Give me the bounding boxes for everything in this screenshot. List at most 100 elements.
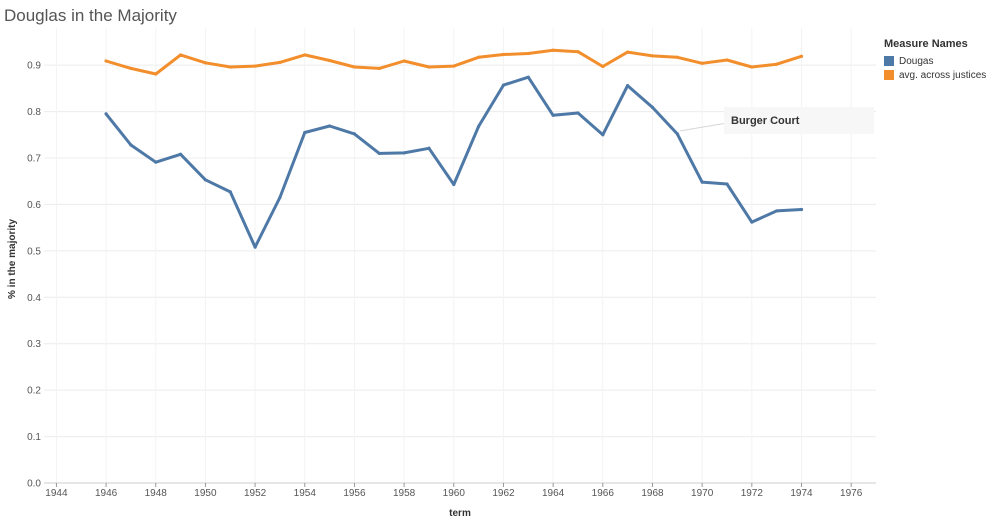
x-tick-label: 1964: [542, 488, 565, 499]
data-point-dougas[interactable]: [154, 160, 158, 164]
gridlines: [44, 28, 876, 484]
data-point-avg-across-justices[interactable]: [501, 52, 506, 57]
data-point-dougas[interactable]: [328, 124, 332, 128]
data-point-dougas[interactable]: [377, 151, 381, 155]
y-tick-label: 0.4: [27, 293, 41, 304]
x-tick-label: 1966: [592, 488, 615, 499]
data-point-avg-across-justices[interactable]: [601, 64, 605, 69]
data-point-dougas[interactable]: [402, 151, 406, 155]
x-tick-label: 1956: [343, 488, 366, 499]
data-point-dougas[interactable]: [675, 132, 679, 136]
data-point-avg-across-justices[interactable]: [725, 58, 729, 62]
chart-title: Douglas in the Majority: [4, 6, 177, 25]
x-tick-label: 1948: [145, 488, 168, 499]
data-point-avg-across-justices[interactable]: [775, 62, 779, 66]
legend-title: Measure Names: [884, 38, 968, 50]
data-point-dougas[interactable]: [601, 133, 605, 137]
annotation-leader-line: [680, 123, 725, 132]
data-point-dougas[interactable]: [551, 113, 555, 117]
data-point-dougas[interactable]: [576, 111, 580, 115]
data-point-avg-across-justices[interactable]: [427, 65, 431, 69]
data-point-avg-across-justices[interactable]: [551, 48, 555, 52]
y-tick-label: 0.6: [27, 200, 41, 211]
data-point-avg-across-justices[interactable]: [750, 65, 754, 69]
data-point-avg-across-justices[interactable]: [253, 64, 257, 68]
data-point-dougas[interactable]: [228, 190, 232, 194]
annotation-label: Burger Court: [731, 115, 800, 127]
legend-item-avg-across-justices[interactable]: avg. across justices: [884, 68, 986, 82]
x-axis-title: term: [449, 508, 471, 519]
data-point-avg-across-justices[interactable]: [203, 61, 208, 65]
x-tick-label: 1950: [194, 488, 217, 499]
data-point-avg-across-justices[interactable]: [352, 65, 357, 69]
y-tick-label: 0.0: [27, 479, 41, 490]
legend: Measure Names Dougas avg. across justice…: [884, 38, 986, 82]
data-point-avg-across-justices[interactable]: [278, 60, 282, 64]
x-tick-label: 1946: [95, 488, 118, 499]
data-point-avg-across-justices[interactable]: [154, 72, 158, 76]
data-point-dougas[interactable]: [477, 124, 481, 129]
data-point-dougas[interactable]: [799, 207, 804, 212]
data-point-dougas[interactable]: [700, 180, 704, 184]
data-point-dougas[interactable]: [650, 105, 655, 109]
data-point-dougas[interactable]: [725, 182, 729, 186]
annotation-box: [724, 107, 874, 134]
data-point-dougas[interactable]: [626, 83, 630, 88]
data-point-avg-across-justices[interactable]: [328, 58, 332, 63]
x-tick-label: 1970: [691, 488, 714, 499]
legend-swatch-avg-across-justices: [884, 70, 894, 80]
legend-label-avg-across-justices: avg. across justices: [899, 69, 987, 81]
annotations: Burger Court: [680, 107, 874, 134]
x-tick-label: 1972: [741, 488, 764, 499]
data-point-avg-across-justices[interactable]: [402, 59, 406, 63]
data-point-avg-across-justices[interactable]: [799, 54, 804, 58]
data-point-avg-across-justices[interactable]: [104, 59, 108, 63]
data-point-dougas[interactable]: [352, 132, 357, 136]
data-point-dougas[interactable]: [427, 146, 431, 150]
x-tick-label: 1944: [45, 488, 68, 499]
x-tick-label: 1962: [492, 488, 515, 499]
x-tick-label: 1954: [294, 488, 317, 499]
data-point-dougas[interactable]: [501, 83, 506, 87]
y-tick-label: 0.7: [27, 154, 41, 165]
data-point-dougas[interactable]: [178, 152, 183, 156]
x-tick-label: 1968: [641, 488, 664, 499]
y-axis-ticks: 0.0 0.1 0.2 0.3 0.4 0.5 0.6 0.7 0.8 0.9: [27, 61, 41, 490]
data-point-avg-across-justices[interactable]: [178, 53, 183, 57]
data-point-dougas[interactable]: [452, 182, 456, 187]
data-point-avg-across-justices[interactable]: [452, 64, 456, 68]
series-lines: [104, 48, 804, 249]
data-point-avg-across-justices[interactable]: [477, 55, 481, 59]
y-tick-label: 0.5: [27, 246, 41, 257]
legend-label-dougas: Dougas: [899, 55, 934, 67]
data-point-dougas[interactable]: [303, 130, 307, 135]
data-point-avg-across-justices[interactable]: [650, 54, 655, 58]
data-point-avg-across-justices[interactable]: [129, 66, 133, 70]
x-tick-label: 1952: [244, 488, 267, 499]
x-axis-ticks: 1944 1946 1948 1950 1952 1954 1956 1958 1960 1962…: [45, 483, 863, 499]
data-point-avg-across-justices[interactable]: [675, 55, 679, 59]
y-tick-label: 0.1: [27, 432, 41, 443]
data-point-avg-across-justices[interactable]: [303, 53, 307, 57]
data-point-avg-across-justices[interactable]: [576, 50, 580, 54]
data-point-avg-across-justices[interactable]: [228, 65, 232, 69]
data-point-dougas[interactable]: [775, 209, 779, 213]
data-point-avg-across-justices[interactable]: [526, 51, 530, 56]
data-point-dougas[interactable]: [253, 245, 257, 249]
legend-item-dougas[interactable]: Dougas: [884, 54, 986, 68]
x-tick-label: 1974: [790, 488, 813, 499]
data-point-avg-across-justices[interactable]: [377, 66, 381, 70]
data-point-dougas[interactable]: [104, 112, 108, 116]
data-point-dougas[interactable]: [526, 75, 530, 79]
y-tick-label: 0.8: [27, 107, 41, 118]
data-point-dougas[interactable]: [203, 178, 208, 182]
data-point-dougas[interactable]: [750, 220, 754, 224]
y-axis-title: % in the majority: [7, 219, 18, 299]
data-point-avg-across-justices[interactable]: [626, 50, 630, 54]
legend-swatch-dougas: [884, 56, 894, 66]
data-point-dougas[interactable]: [129, 143, 133, 147]
data-point-dougas[interactable]: [278, 195, 282, 200]
data-point-avg-across-justices[interactable]: [700, 61, 704, 65]
y-tick-label: 0.2: [27, 386, 41, 397]
